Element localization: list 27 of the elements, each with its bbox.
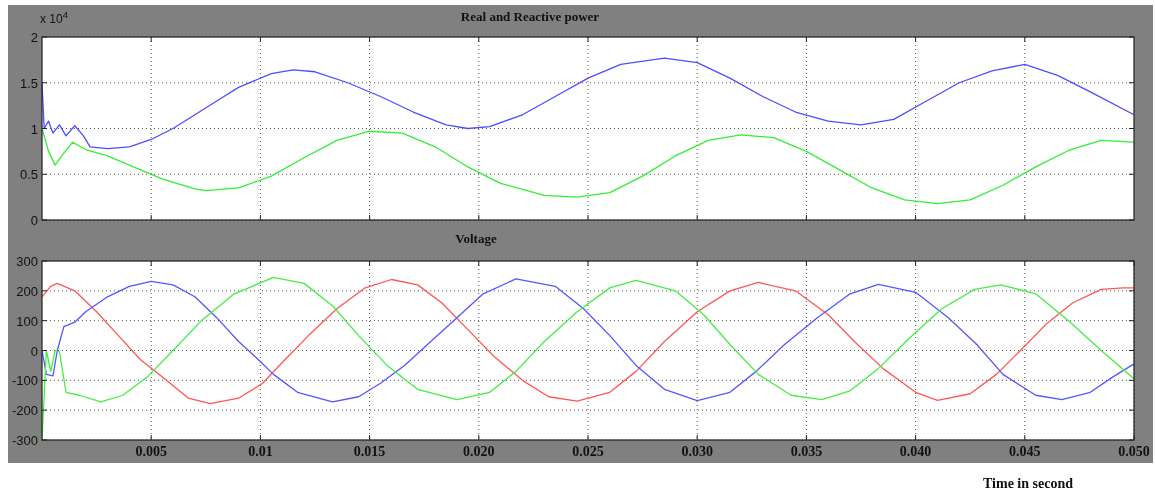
x-tick-label: 0.035 [790, 444, 823, 459]
y-tick-label: 2 [30, 30, 38, 45]
x-tick-label: 0.045 [1009, 444, 1041, 459]
x-tick-label: 0.015 [353, 444, 386, 459]
y-tick-label: -100 [11, 373, 38, 389]
x-tick-label: 0.005 [135, 444, 167, 459]
x-tick-label: 0.01 [248, 444, 273, 459]
x-axis-title: Time in second [983, 476, 1074, 491]
x-tick-label: 0.030 [681, 444, 713, 459]
y-tick-label: 100 [16, 313, 38, 329]
x-tick-label: 0.020 [463, 444, 495, 459]
chart-title: Voltage [455, 231, 497, 246]
line-series [41, 57, 1135, 150]
x-tick-label: 0.050 [1118, 444, 1150, 459]
x-tick-label: 0.040 [899, 444, 932, 459]
y-tick-label: 200 [16, 283, 38, 299]
y-tick-label: -300 [11, 433, 38, 448]
y-tick-label: 300 [16, 254, 38, 269]
y-tick-label: 1 [30, 121, 38, 137]
chart-title: Real and Reactive power [460, 9, 600, 24]
y-tick-label: 1.5 [19, 75, 38, 91]
y-tick-label: 0.5 [19, 167, 38, 183]
x-tick-label: 0.025 [572, 444, 604, 459]
y-tick-label: 0 [30, 213, 38, 228]
y-tick-label: -200 [11, 403, 38, 419]
text: x 10$^{4}$ [40, 8, 69, 26]
y-tick-label: 0 [30, 343, 38, 359]
